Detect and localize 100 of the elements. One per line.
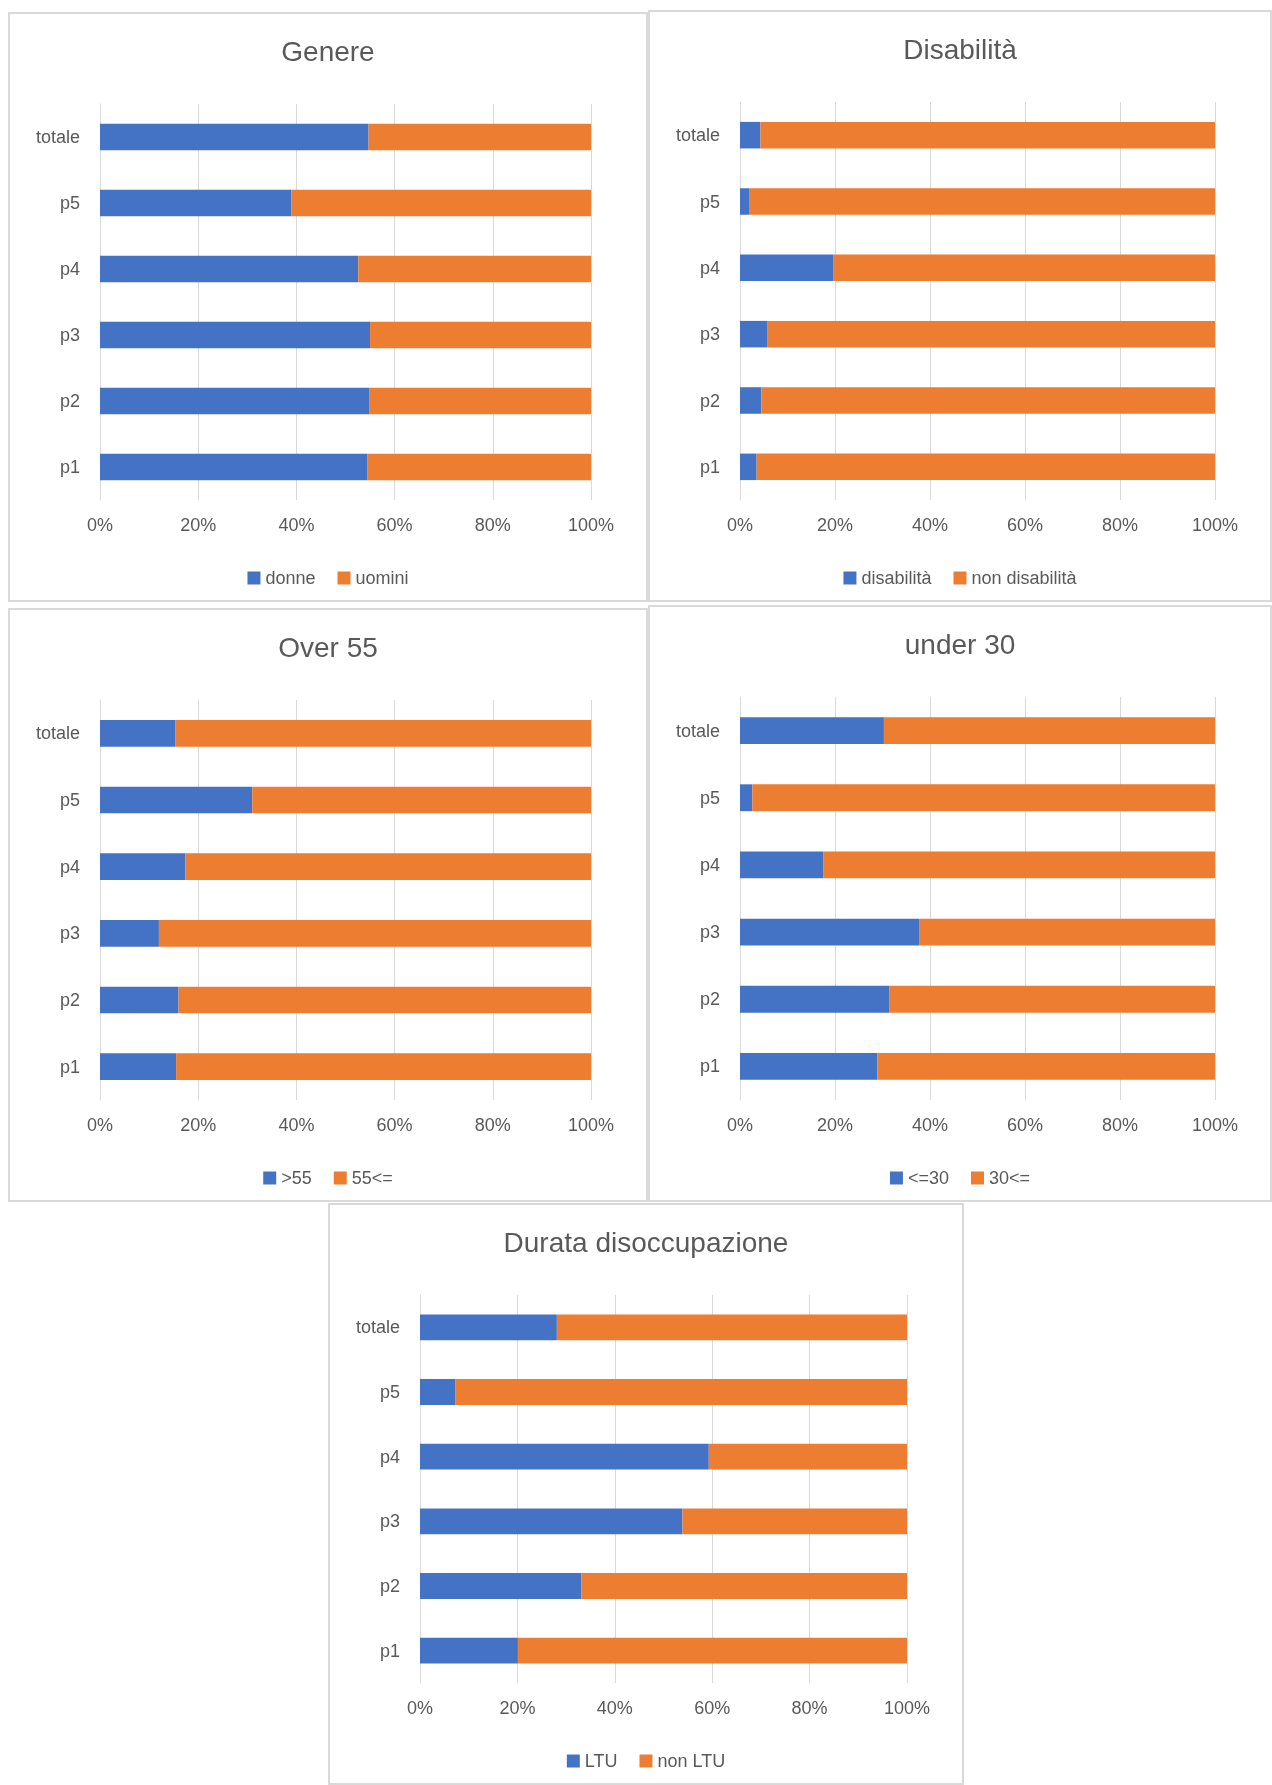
- y-tick-label: totale: [675, 125, 720, 146]
- bar: [740, 918, 920, 946]
- bar: [740, 717, 884, 745]
- bar: [740, 784, 753, 812]
- x-tick-label: 40%: [911, 1115, 949, 1135]
- x-tick-label: 60%: [376, 1115, 413, 1135]
- x-tick-label: 100%: [1191, 1115, 1239, 1135]
- bar: [100, 720, 176, 747]
- y-tick-label: p4: [59, 259, 80, 279]
- x-tick-label: 0%: [86, 515, 114, 535]
- bar: [100, 189, 292, 217]
- x-tick-label: 40%: [596, 1698, 633, 1718]
- bar: [740, 851, 824, 879]
- bar: [708, 1443, 907, 1470]
- y-tick-label: p5: [379, 1382, 400, 1402]
- y-tick-label: p1: [59, 457, 80, 477]
- chart-title: Durata disoccupazione: [503, 1226, 789, 1258]
- x-tick-label: 20%: [180, 515, 217, 535]
- x-tick-label: 0%: [86, 1115, 114, 1135]
- bar: [740, 320, 768, 348]
- x-tick-label: 20%: [816, 515, 854, 535]
- y-tick-label: p2: [59, 391, 80, 411]
- bar: [368, 123, 591, 151]
- x-tick-label: 60%: [1006, 1115, 1044, 1135]
- bar: [420, 1573, 582, 1599]
- x-tick-label: 40%: [278, 1115, 315, 1135]
- bar: [919, 918, 1215, 946]
- bar: [581, 1573, 907, 1599]
- bar: [682, 1508, 907, 1535]
- chart-title: Over 55: [278, 631, 378, 663]
- y-tick-label: p4: [379, 1446, 400, 1467]
- y-tick-label: p5: [699, 787, 720, 808]
- bar: [749, 188, 1215, 215]
- legend-label: non disabilità: [971, 568, 1078, 588]
- bar: [100, 1053, 177, 1080]
- y-tick-label: p5: [59, 790, 80, 810]
- y-tick-label: p3: [699, 324, 720, 345]
- bar: [100, 786, 253, 814]
- x-tick-label: 80%: [791, 1698, 828, 1718]
- y-tick-label: p3: [379, 1511, 400, 1532]
- bar: [185, 853, 591, 880]
- bar: [740, 254, 834, 282]
- legend-label: 30<=: [989, 1168, 1031, 1188]
- bar: [767, 320, 1215, 348]
- bar: [740, 387, 762, 414]
- bar: [877, 1052, 1215, 1080]
- y-tick-label: totale: [355, 1317, 400, 1338]
- x-tick-label: 60%: [376, 515, 413, 535]
- chart-title: Disabilità: [903, 33, 1018, 65]
- bar: [752, 784, 1215, 812]
- x-tick-label: 0%: [726, 1115, 754, 1135]
- y-tick-label: totale: [675, 720, 720, 741]
- bar: [556, 1314, 907, 1341]
- bar: [178, 986, 591, 1014]
- bar: [883, 717, 1215, 745]
- y-tick-label: totale: [35, 723, 80, 744]
- x-tick-label: 100%: [567, 515, 615, 535]
- y-tick-label: p2: [379, 1576, 400, 1596]
- bar: [420, 1443, 709, 1470]
- bar: [420, 1314, 557, 1341]
- legend-label: uomini: [355, 568, 409, 588]
- x-tick-label: 100%: [567, 1115, 615, 1135]
- y-tick-label: p4: [699, 257, 720, 278]
- bar: [291, 189, 591, 217]
- x-tick-label: 60%: [694, 1698, 731, 1718]
- y-tick-label: p3: [699, 922, 720, 943]
- chart-title: Genere: [281, 35, 375, 67]
- bar: [420, 1508, 683, 1535]
- bar: [517, 1637, 907, 1664]
- x-tick-label: 20%: [180, 1115, 217, 1135]
- bar: [358, 255, 591, 283]
- y-tick-label: p1: [379, 1640, 400, 1661]
- bar: [889, 985, 1215, 1013]
- bar: [740, 985, 890, 1013]
- y-tick-label: totale: [35, 127, 80, 147]
- bar: [370, 321, 591, 349]
- bar: [100, 321, 371, 349]
- x-tick-label: 100%: [1191, 515, 1239, 535]
- x-tick-label: 40%: [278, 515, 315, 535]
- bar: [158, 920, 591, 947]
- x-tick-label: 20%: [816, 1115, 854, 1135]
- y-tick-label: p1: [59, 1056, 80, 1077]
- bar: [823, 851, 1215, 879]
- bar: [100, 986, 179, 1014]
- x-tick-label: 80%: [1101, 515, 1139, 535]
- y-tick-label: p1: [699, 1056, 720, 1077]
- legend-label: <=30: [907, 1168, 949, 1188]
- y-tick-label: p3: [59, 325, 80, 345]
- bar: [740, 121, 761, 149]
- bar: [740, 1052, 878, 1080]
- x-tick-label: 40%: [911, 515, 949, 535]
- bar: [740, 453, 757, 481]
- bar: [100, 453, 368, 481]
- bar: [100, 920, 159, 947]
- legend-label: disabilità: [861, 568, 933, 588]
- legend-label: >55: [281, 1168, 312, 1188]
- x-tick-label: 20%: [499, 1698, 536, 1718]
- y-tick-label: p5: [59, 193, 80, 213]
- chart-title: under 30: [904, 628, 1016, 660]
- bar: [100, 387, 370, 415]
